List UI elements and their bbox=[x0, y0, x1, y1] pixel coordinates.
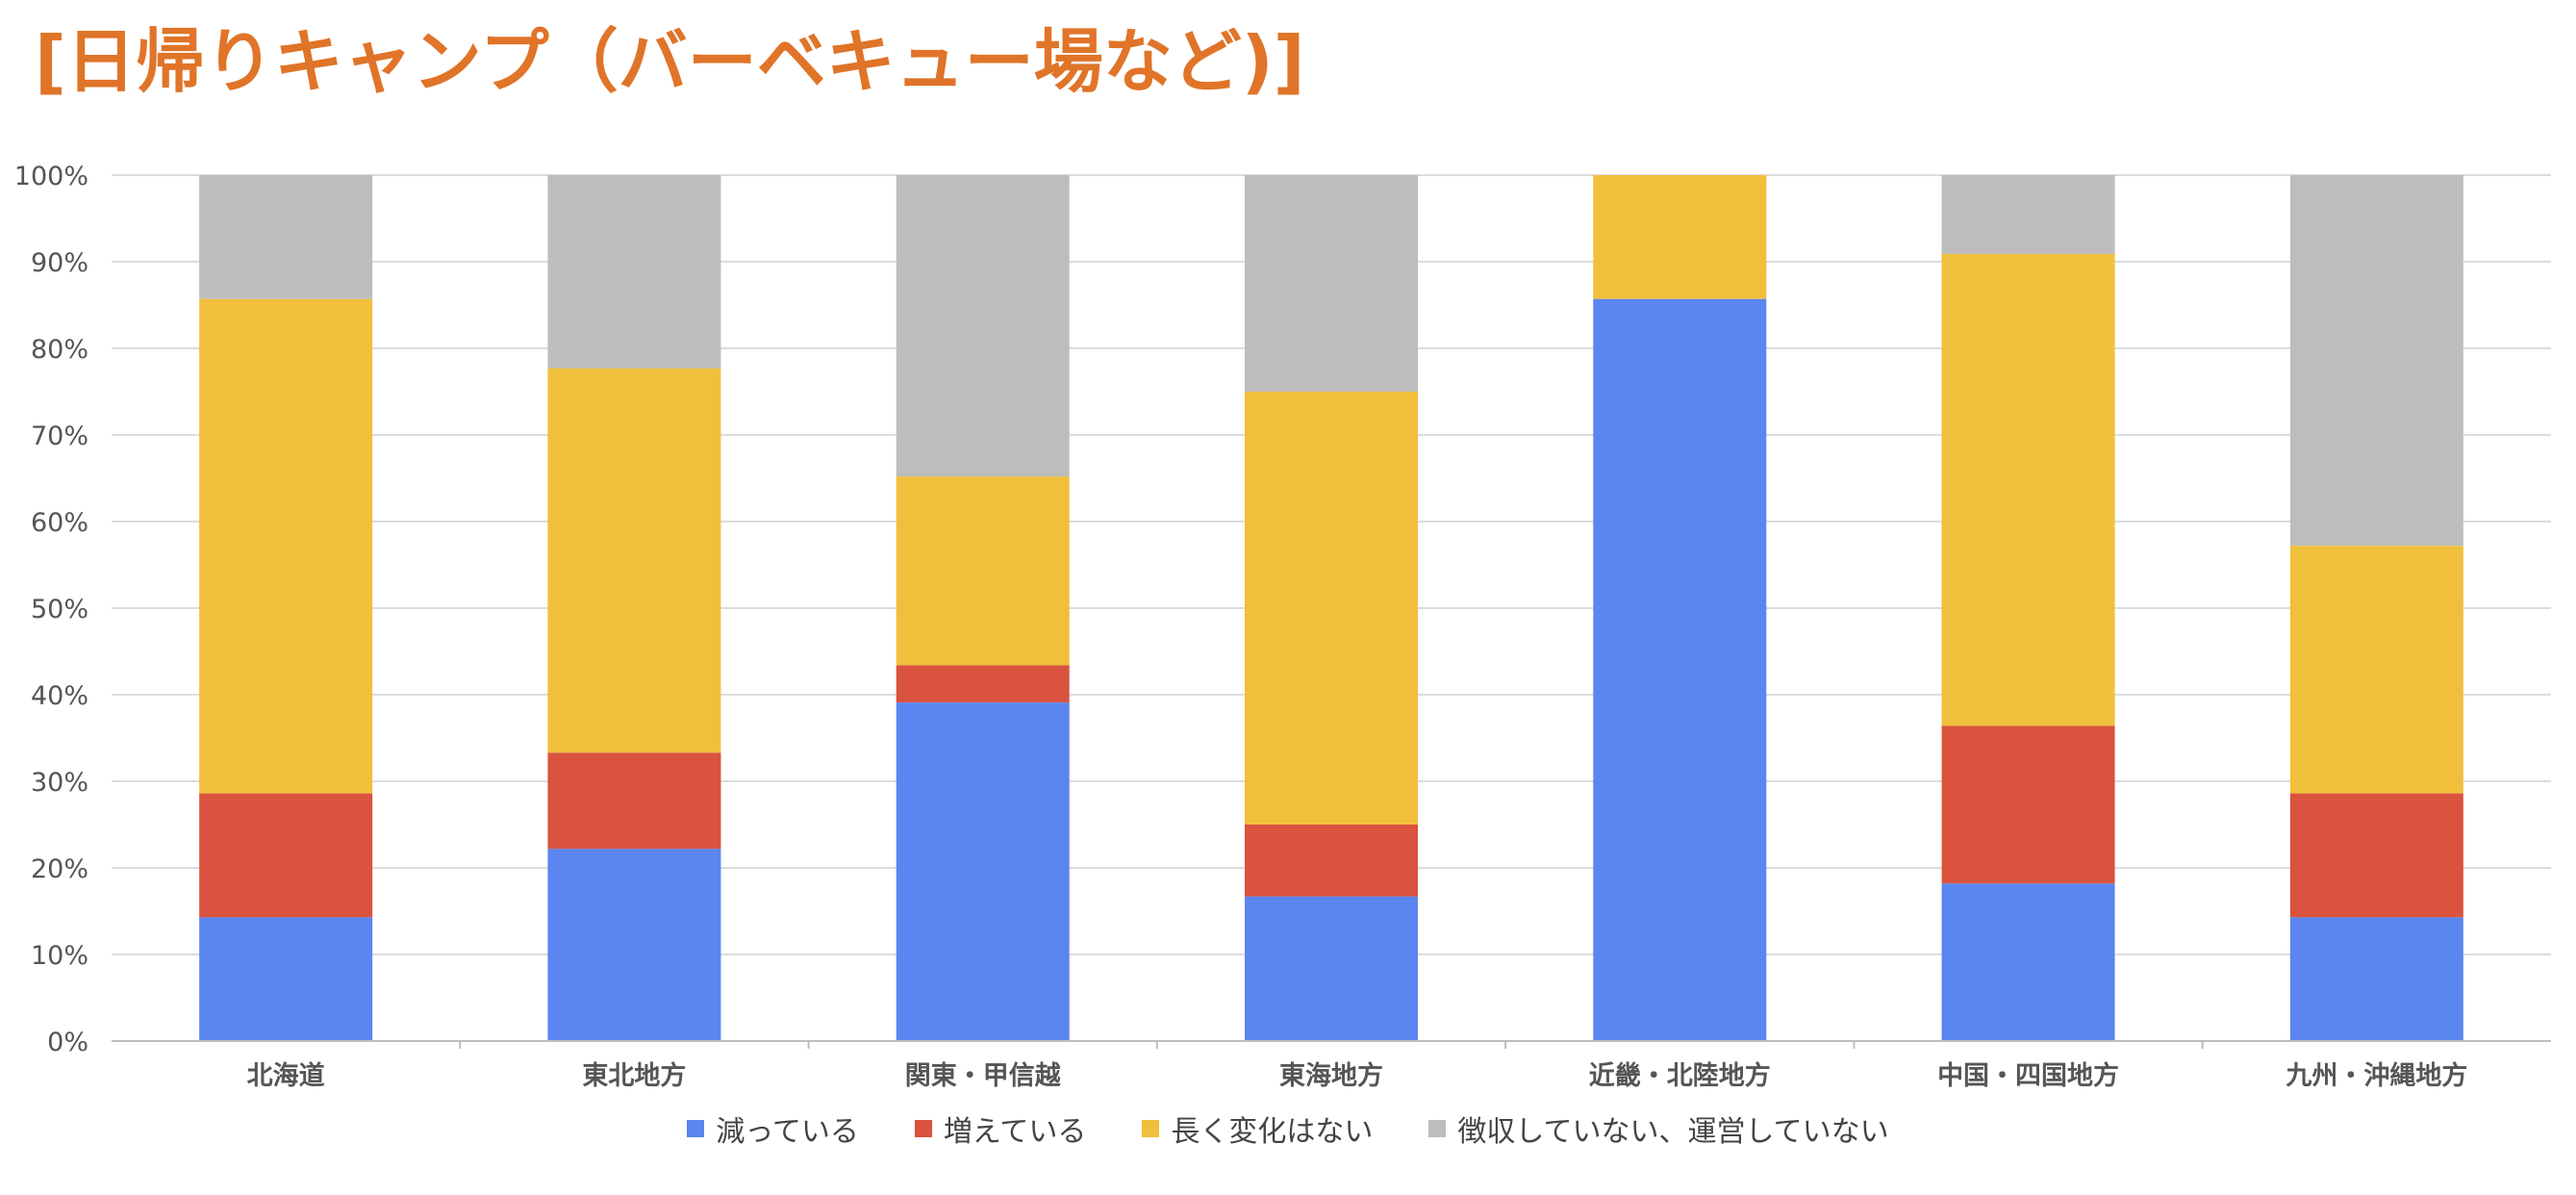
y-tick-label: 50% bbox=[31, 595, 88, 624]
bars bbox=[199, 175, 2463, 1041]
bar-segment-3 bbox=[547, 368, 721, 753]
bar-segment-1 bbox=[1245, 896, 1418, 1041]
bar-segment-2 bbox=[896, 665, 1070, 703]
x-tick-label: 九州・沖縄地方 bbox=[2286, 1060, 2467, 1091]
bar-segment-3 bbox=[2289, 546, 2463, 794]
bar-segment-4 bbox=[1941, 175, 2115, 254]
legend-item: 減っている bbox=[687, 1107, 859, 1150]
legend-label: 減っている bbox=[716, 1115, 859, 1149]
bar-segment-1 bbox=[547, 849, 721, 1041]
legend-item: 徴収していない、運営していない bbox=[1428, 1107, 1889, 1150]
bar-segment-1 bbox=[896, 702, 1070, 1041]
x-axis bbox=[112, 1040, 2551, 1049]
x-tick-label: 北海道 bbox=[247, 1060, 325, 1091]
bar-segment-4 bbox=[1245, 175, 1418, 392]
y-tick-label: 90% bbox=[31, 248, 88, 278]
x-tick-label: 関東・甲信越 bbox=[905, 1061, 1062, 1091]
y-tick-label: 100% bbox=[14, 162, 88, 191]
legend-swatch bbox=[914, 1120, 932, 1137]
y-tick-label: 0% bbox=[47, 1028, 88, 1057]
y-tick-label: 40% bbox=[31, 681, 88, 711]
bar-segment-2 bbox=[1245, 825, 1418, 897]
page-title: [日帰りキャンプ（バーベキュー場など)] bbox=[35, 21, 1305, 102]
bar-segment-3 bbox=[1245, 392, 1418, 825]
bar-segment-4 bbox=[2289, 175, 2463, 547]
legend: 減っている 増えている 長く変化はない 徴収していない、運営していない bbox=[0, 1105, 2576, 1153]
x-axis-tick-labels: 北海道 東北地方 関東・甲信越 東海地方 近畿・北陸地方 中国・四国地方 九州・沖縄地方 bbox=[247, 1060, 2468, 1091]
y-tick-label: 60% bbox=[31, 508, 88, 538]
y-axis-tick-labels: 0% 10% 20% 30% 40% 50% 60% 70% 80% 90% 100% bbox=[14, 162, 88, 1057]
legend-label: 長く変化はない bbox=[1171, 1115, 1374, 1149]
bar-segment-1 bbox=[2289, 917, 2463, 1041]
bar-segment-1 bbox=[199, 917, 373, 1041]
bar-segment-4 bbox=[199, 175, 373, 299]
bar-segment-2 bbox=[2289, 793, 2463, 918]
bar-segment-3 bbox=[896, 476, 1070, 666]
legend-item: 増えている bbox=[914, 1107, 1087, 1150]
bar-segment-1 bbox=[1593, 298, 1767, 1041]
stacked-bar-chart: 0% 10% 20% 30% 40% 50% 60% 70% 80% 90% 100% 北海道 東北地… bbox=[14, 162, 2551, 1091]
legend-item: 長く変化はない bbox=[1142, 1107, 1373, 1150]
bar-segment-2 bbox=[547, 752, 721, 850]
x-tick-label: 近畿・北陸地方 bbox=[1589, 1060, 1771, 1091]
legend-swatch bbox=[1428, 1120, 1447, 1137]
legend-swatch bbox=[1142, 1120, 1160, 1137]
bar-segment-1 bbox=[1941, 883, 2115, 1041]
bar-segment-4 bbox=[896, 175, 1070, 477]
x-tick-label: 東海地方 bbox=[1279, 1060, 1383, 1091]
y-tick-label: 70% bbox=[31, 421, 88, 451]
x-tick-label: 東北地方 bbox=[582, 1060, 686, 1091]
bar-segment-2 bbox=[199, 793, 373, 918]
bar-segment-3 bbox=[199, 298, 373, 794]
bar-segment-3 bbox=[1593, 175, 1767, 299]
y-tick-label: 10% bbox=[31, 941, 88, 971]
legend-label: 増えている bbox=[943, 1115, 1087, 1149]
bar-segment-3 bbox=[1941, 253, 2115, 726]
y-tick-label: 80% bbox=[31, 335, 88, 365]
y-tick-label: 20% bbox=[31, 854, 88, 884]
y-tick-label: 30% bbox=[31, 768, 88, 798]
x-tick-label: 中国・四国地方 bbox=[1937, 1060, 2119, 1091]
bar-segment-4 bbox=[547, 175, 721, 369]
bar-segment-2 bbox=[1941, 725, 2115, 884]
legend-swatch bbox=[687, 1120, 705, 1137]
legend-label: 徴収していない、運営していない bbox=[1457, 1115, 1889, 1149]
